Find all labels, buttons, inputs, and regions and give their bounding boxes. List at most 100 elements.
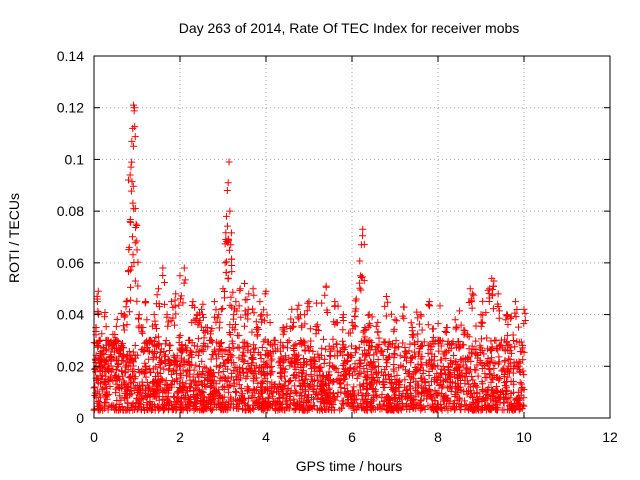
data-point	[223, 186, 231, 194]
data-point	[355, 343, 363, 351]
data-point	[415, 348, 423, 356]
x-tick-label: 10	[516, 429, 532, 445]
data-point	[487, 370, 495, 378]
data-point	[402, 386, 410, 394]
data-point	[399, 403, 407, 411]
data-point	[201, 374, 209, 382]
data-point	[97, 372, 105, 380]
data-point	[292, 365, 300, 373]
data-point	[131, 133, 139, 141]
data-point	[478, 318, 486, 326]
data-point	[363, 351, 371, 359]
data-point	[323, 306, 331, 314]
data-point	[296, 382, 304, 390]
data-point	[172, 366, 180, 374]
data-point	[235, 371, 243, 379]
data-point	[375, 334, 383, 342]
data-point	[415, 320, 423, 328]
data-point	[302, 406, 310, 414]
data-point	[295, 301, 303, 309]
data-point	[331, 352, 339, 360]
data-point	[279, 387, 287, 395]
data-point	[513, 363, 521, 371]
data-point	[141, 299, 149, 307]
data-point	[278, 374, 286, 382]
data-point	[276, 372, 284, 380]
data-point	[424, 321, 432, 329]
data-point	[127, 296, 135, 304]
data-point	[225, 343, 233, 351]
data-point	[305, 398, 313, 406]
data-point	[112, 322, 120, 330]
data-point	[244, 310, 252, 318]
y-tick-label: 0.1	[65, 151, 85, 167]
data-point	[339, 316, 347, 324]
data-point	[244, 343, 252, 351]
data-point	[431, 352, 439, 360]
data-point	[171, 321, 179, 329]
data-point	[437, 365, 445, 373]
data-point	[257, 387, 265, 395]
data-point	[339, 361, 347, 369]
data-point	[390, 367, 398, 375]
data-point	[414, 337, 422, 345]
data-point	[91, 355, 99, 363]
data-point	[518, 383, 526, 391]
data-point	[216, 342, 224, 350]
data-point	[311, 353, 319, 361]
data-point	[410, 403, 418, 411]
data-point	[192, 315, 200, 323]
data-point	[511, 298, 519, 306]
data-point	[366, 322, 374, 330]
data-point	[135, 391, 143, 399]
data-point	[285, 354, 293, 362]
data-point	[360, 240, 368, 248]
data-point	[347, 342, 355, 350]
data-point	[240, 357, 248, 365]
data-point	[263, 311, 271, 319]
data-point	[467, 366, 475, 374]
data-point	[224, 365, 232, 373]
data-point	[520, 371, 528, 379]
data-point	[360, 338, 368, 346]
data-point	[479, 311, 487, 319]
data-point	[255, 399, 263, 407]
data-point	[437, 401, 445, 409]
data-point	[359, 328, 367, 336]
data-point	[224, 374, 232, 382]
data-point	[286, 401, 294, 409]
data-point	[357, 359, 365, 367]
data-point	[489, 376, 497, 384]
data-point	[227, 293, 235, 301]
data-point	[116, 392, 124, 400]
data-point	[159, 264, 167, 272]
data-point	[235, 344, 243, 352]
data-point	[331, 302, 339, 310]
data-point	[93, 295, 101, 303]
data-point	[98, 385, 106, 393]
data-point	[278, 406, 286, 414]
data-point	[241, 280, 248, 288]
data-point	[512, 313, 520, 321]
data-point	[402, 357, 410, 365]
data-point	[255, 367, 263, 375]
data-point	[186, 395, 194, 403]
data-point	[452, 384, 460, 392]
data-point	[366, 403, 374, 411]
data-point	[122, 363, 130, 371]
data-point	[332, 365, 340, 373]
data-point	[489, 359, 497, 367]
data-point	[130, 385, 138, 393]
data-point	[330, 377, 338, 385]
data-point	[360, 380, 368, 388]
data-point	[476, 356, 484, 364]
data-point	[219, 305, 227, 313]
data-point	[223, 258, 231, 266]
data-point	[406, 396, 414, 404]
data-point	[217, 305, 225, 313]
data-point	[162, 377, 170, 385]
data-point	[368, 343, 376, 351]
data-point	[160, 348, 168, 356]
data-point	[250, 377, 258, 385]
data-point	[113, 315, 121, 323]
